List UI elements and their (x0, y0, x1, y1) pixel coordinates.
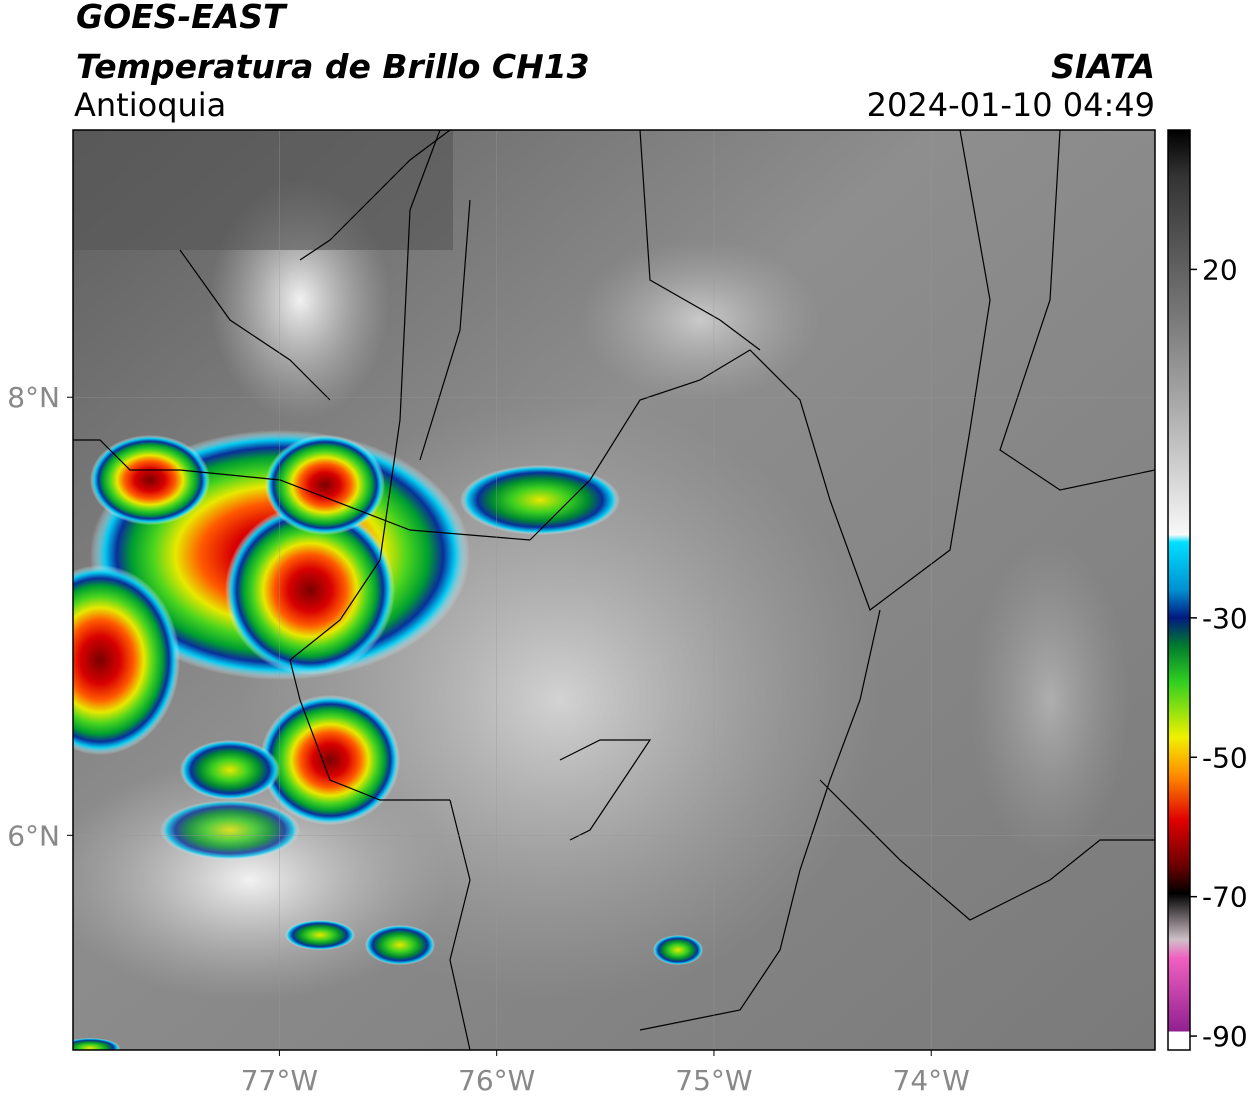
colorbar-tick-label: -50 (1202, 741, 1248, 774)
header: GOES-EAST Temperatura de Brillo CH13 Ant… (74, 0, 1155, 124)
colorbar-tick-label: -90 (1202, 1020, 1248, 1053)
title: GOES-EAST (76, 0, 288, 36)
map-shape (73, 130, 1155, 1050)
map-shape (73, 1038, 120, 1050)
map-shape (90, 435, 210, 525)
map-shape (289, 209, 450, 801)
map-shape (653, 935, 703, 965)
map-shape (265, 435, 385, 535)
x-tick-label: 74°W (893, 1064, 970, 1097)
grid (73, 130, 1155, 1050)
y-tick-label: 8°N (7, 381, 60, 414)
map-shape (639, 609, 881, 1031)
x-tick-label: 77°W (241, 1064, 318, 1097)
y-tick-label: 6°N (7, 819, 60, 852)
map-shape (819, 779, 1155, 921)
map-shape (460, 465, 620, 535)
map-shape (160, 800, 300, 860)
datetime: 2024-01-10 04:49 (867, 86, 1155, 124)
map-shape (999, 130, 1155, 491)
map-shape (260, 695, 400, 825)
imagery (73, 130, 1155, 1050)
map-shape (225, 505, 395, 675)
map-shape (639, 130, 761, 351)
map-frame (72, 129, 1156, 1051)
x-tick-label: 76°W (458, 1064, 535, 1097)
colorbar-tick-label: 20 (1202, 253, 1238, 286)
map-shape (580, 240, 820, 400)
map-shape (409, 130, 471, 461)
subtitle: Temperatura de Brillo CH13 (76, 47, 590, 86)
map-shape (179, 249, 331, 401)
source: SIATA (1051, 47, 1155, 86)
x-tick-label: 75°W (675, 1064, 752, 1097)
map-shape (529, 130, 991, 611)
map-shape (299, 130, 451, 261)
colorbar-tick-label: -30 (1202, 602, 1248, 635)
map-shape (449, 739, 652, 1050)
region: Antioquia (74, 86, 226, 124)
map-shape (970, 540, 1130, 860)
map-shape (73, 565, 180, 755)
map-shape (73, 439, 531, 541)
map-shape (73, 130, 453, 250)
colorbar-tick-label: -70 (1202, 881, 1248, 914)
map-shape (365, 925, 435, 965)
map-shape (180, 740, 280, 800)
colorbar (1167, 129, 1191, 1051)
map-shape (285, 920, 355, 950)
